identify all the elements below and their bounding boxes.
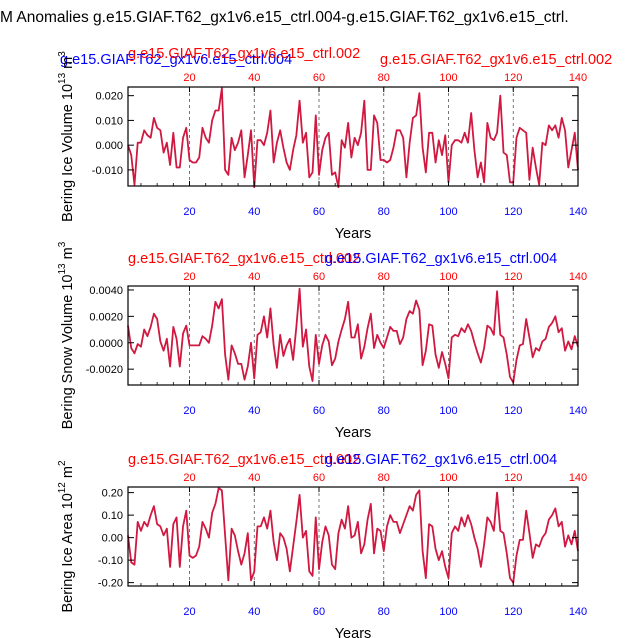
y-axis-label-part: 3 (57, 241, 68, 247)
x-tick-label-top: 40 (248, 72, 260, 84)
panel-title-center: g.e15.GIAF.T62_gx1v6.e15_ctrl.002 (128, 46, 360, 62)
panel-title-right: g.e15.GIAF.T62_gx1v6.e15_ctrl.002 (380, 52, 612, 68)
x-tick-label-top: 80 (378, 271, 390, 283)
y-tick-label: 0.0000 (89, 338, 123, 350)
panel-ice-area: -0.20 -0.10 0.00 0.10 0.20 20 20 40 40 60 60 80 80 10… (57, 452, 587, 638)
y-axis-label-part: 13 (57, 263, 68, 275)
x-axis-label: Years (335, 425, 372, 441)
x-tick-label-top: 20 (183, 271, 195, 283)
x-tick-label-top: 20 (183, 72, 195, 84)
y-tick-label: 0.0020 (89, 311, 123, 323)
x-tick-label: 60 (313, 206, 325, 218)
x-tick-label-top: 100 (439, 271, 457, 283)
y-tick-label: -0.0020 (86, 364, 123, 376)
figure-title: M Anomalies g.e15.GIAF.T62_gx1v6.e15_ctr… (0, 9, 569, 26)
series-line (127, 87, 579, 189)
panel-title-left: g.e15.GIAF.T62_gx1v6.e15_ctrl.002 (128, 452, 360, 468)
y-tick-label: 0.20 (102, 488, 123, 500)
x-tick-label-top: 120 (504, 271, 522, 283)
x-tick-label: 140 (569, 206, 587, 218)
x-tick-label: 120 (504, 606, 522, 618)
x-tick-label: 80 (378, 405, 390, 417)
x-tick-label: 140 (569, 606, 587, 618)
x-tick-label-top: 100 (439, 472, 457, 484)
x-tick-label: 20 (183, 606, 195, 618)
x-tick-label: 100 (439, 405, 457, 417)
y-tick-label: 0.010 (95, 115, 123, 127)
y-axis-label-part: 3 (57, 51, 68, 57)
y-axis-label: Bering Ice Volume 1013 m3 (57, 51, 76, 222)
panel-title-center: g.e15.GIAF.T62_gx1v6.e15_ctrl.004 (325, 452, 557, 468)
x-tick-label: 60 (313, 606, 325, 618)
x-tick-label: 80 (378, 606, 390, 618)
x-tick-label: 40 (248, 405, 260, 417)
plot-frame (127, 86, 579, 187)
series-line (127, 287, 579, 384)
panel-ice-volume: -0.010 0.000 0.010 0.020 20 20 40 40 60 60 80 80 100… (57, 46, 612, 242)
y-tick-label: 0.000 (95, 140, 123, 152)
y-axis-label-part: 12 (57, 482, 68, 494)
x-tick-label-top: 60 (313, 472, 325, 484)
x-tick-label-top: 20 (183, 472, 195, 484)
panel-title-left: g.e15.GIAF.T62_gx1v6.e15_ctrl.004 (60, 52, 292, 68)
y-tick-label: 0.00 (102, 533, 123, 545)
x-tick-label-top: 80 (378, 72, 390, 84)
x-tick-label: 100 (439, 206, 457, 218)
x-tick-label-top: 100 (439, 72, 457, 84)
x-tick-label: 100 (439, 606, 457, 618)
x-axis-label: Years (335, 626, 372, 638)
x-tick-label: 80 (378, 206, 390, 218)
y-axis-label-part: 13 (57, 72, 68, 84)
y-axis-label-part: Bering Snow Volume 10 (60, 275, 76, 430)
y-axis-label-part: m (60, 57, 76, 73)
x-tick-label-top: 60 (313, 72, 325, 84)
x-tick-label-top: 140 (569, 271, 587, 283)
y-tick-label: 0.020 (95, 91, 123, 103)
y-tick-label: 0.10 (102, 510, 123, 522)
series-line (127, 487, 579, 584)
x-tick-label-top: 120 (504, 72, 522, 84)
y-tick-label: -0.10 (98, 555, 123, 567)
y-tick-label: 0.0040 (89, 285, 123, 297)
plot-frame (127, 285, 579, 386)
panel-title-left: g.e15.GIAF.T62_gx1v6.e15_ctrl.002 (128, 251, 360, 267)
x-axis-label: Years (335, 226, 372, 242)
x-tick-label-top: 40 (248, 472, 260, 484)
y-axis-label-part: m (60, 247, 76, 263)
x-tick-label: 120 (504, 206, 522, 218)
x-tick-label-top: 60 (313, 271, 325, 283)
x-tick-label: 140 (569, 405, 587, 417)
y-axis-label: Bering Ice Area 1012 m2 (57, 460, 76, 613)
x-tick-label: 40 (248, 606, 260, 618)
y-axis-label-part: m (60, 466, 76, 482)
panel-title-center: g.e15.GIAF.T62_gx1v6.e15_ctrl.004 (325, 251, 557, 267)
x-tick-label: 60 (313, 405, 325, 417)
x-tick-label: 40 (248, 206, 260, 218)
panel-snow-volume: -0.0020 0.0000 0.0020 0.0040 20 20 40 40 60 60 80 8… (57, 241, 587, 441)
x-tick-label: 20 (183, 206, 195, 218)
y-tick-label: -0.010 (92, 165, 123, 177)
x-tick-label: 120 (504, 405, 522, 417)
x-tick-label-top: 140 (569, 72, 587, 84)
y-axis-label-part: Bering Ice Volume 10 (60, 84, 76, 222)
x-tick-label-top: 40 (248, 271, 260, 283)
x-tick-label: 20 (183, 405, 195, 417)
y-axis-label-part: 2 (57, 460, 68, 466)
y-tick-label: -0.20 (98, 578, 123, 590)
x-tick-label-top: 80 (378, 472, 390, 484)
y-axis-label: Bering Snow Volume 1013 m3 (57, 241, 76, 429)
x-tick-label-top: 140 (569, 472, 587, 484)
y-axis-label-part: Bering Ice Area 10 (60, 493, 76, 612)
x-tick-label-top: 120 (504, 472, 522, 484)
plot-frame (127, 486, 579, 587)
